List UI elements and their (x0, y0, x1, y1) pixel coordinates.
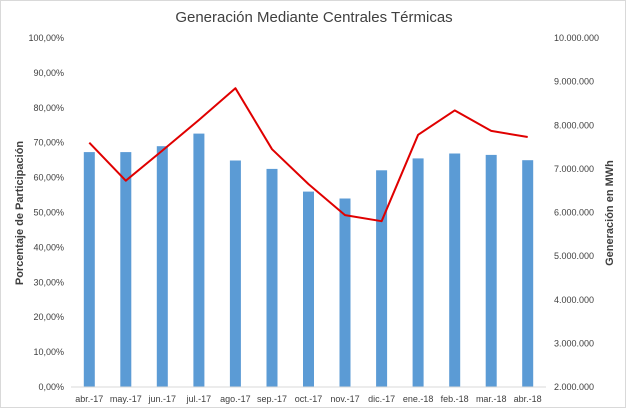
y-right-tick-label: 9.000.000 (554, 77, 594, 87)
y-left-tick-label: 60,00% (33, 173, 64, 183)
bar-oct.-17 (303, 191, 314, 387)
y-left-ticks: 0,00% 10,00% 20,00% 30,00% 40,00% 50,00% 60,00… (28, 33, 64, 392)
y-right-tick-label: 3.000.000 (554, 338, 594, 348)
y-left-tick-label: 50,00% (33, 208, 64, 218)
x-tick-label: abr.-18 (514, 394, 542, 404)
y-left-tick-label: 70,00% (33, 138, 64, 148)
y-left-tick-label: 80,00% (33, 103, 64, 113)
x-tick-label: ene.-18 (403, 394, 434, 404)
bar-nov.-17 (339, 198, 351, 387)
x-tick-label: nov.-17 (330, 394, 359, 404)
y-left-axis-title: Porcentaje de Participación (14, 141, 26, 286)
y-left-tick-label: 30,00% (33, 277, 64, 287)
x-tick-label: feb.-18 (441, 394, 469, 404)
x-tick-label: jun.-17 (148, 394, 177, 404)
bar-dic.-17 (376, 170, 388, 387)
y-right-tick-label: 10.000.000 (554, 33, 599, 43)
bar-ago.-17 (229, 160, 241, 387)
chart-title: Generación Mediante Centrales Térmicas (175, 9, 452, 26)
bar-abr.-17 (83, 152, 95, 387)
x-tick-label: sep.-17 (257, 394, 287, 404)
y-left-tick-label: 90,00% (33, 68, 64, 78)
x-tick-label: oct.-17 (295, 394, 323, 404)
bar-jun.-17 (156, 146, 168, 387)
y-left-tick-label: 0,00% (38, 382, 64, 392)
line-series (88, 87, 528, 223)
x-ticks: abr.-17 may.-17 jun.-17 jul.-17 ago.-17 sep.-… (75, 394, 541, 404)
y-right-tick-label: 7.000.000 (554, 164, 594, 174)
y-right-tick-label: 8.000.000 (554, 120, 594, 130)
bar-series (71, 133, 546, 388)
y-left-tick-label: 100,00% (28, 33, 64, 43)
bar-sep.-17 (266, 168, 278, 387)
y-right-tick-label: 2.000.000 (554, 382, 594, 392)
x-tick-label: abr.-17 (75, 394, 103, 404)
x-tick-label: jul.-17 (186, 394, 212, 404)
y-right-tick-label: 6.000.000 (554, 208, 594, 218)
y-right-tick-label: 5.000.000 (554, 251, 594, 261)
x-tick-label: may.-17 (110, 394, 142, 404)
bar-feb.-18 (449, 153, 461, 387)
bar-mar.-18 (485, 154, 497, 387)
y-left-tick-label: 10,00% (33, 347, 64, 357)
y-right-tick-label: 4.000.000 (554, 295, 594, 305)
bar-ene.-18 (412, 158, 424, 387)
bar-abr.-18 (522, 160, 534, 387)
x-tick-label: mar.-18 (476, 394, 507, 404)
generation-line (88, 87, 528, 223)
y-right-ticks: 2.000.000 3.000.000 4.000.000 5.000.000 6.00… (554, 33, 599, 392)
bar-jul.-17 (193, 133, 205, 387)
y-left-tick-label: 40,00% (33, 242, 64, 252)
bar-may.-17 (120, 152, 132, 387)
y-right-axis-title: Generación en MWh (604, 160, 616, 266)
y-left-tick-label: 20,00% (33, 312, 64, 322)
x-tick-label: dic.-17 (368, 394, 395, 404)
x-tick-label: ago.-17 (220, 394, 251, 404)
